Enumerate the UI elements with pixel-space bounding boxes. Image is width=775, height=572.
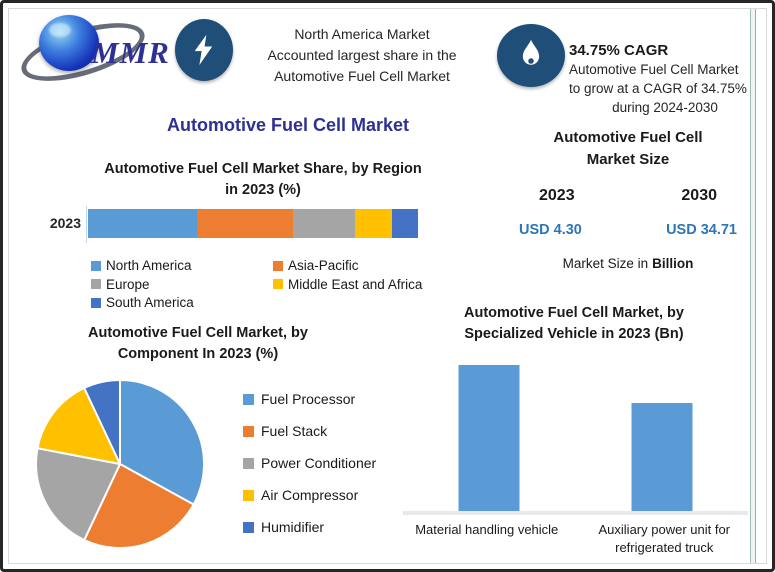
year-2030-label: 2030: [681, 187, 717, 204]
cagr-headline: 34.75% CAGR: [569, 42, 669, 59]
region-stacked-bar: [88, 209, 419, 238]
x-axis-label: Material handling vehicle: [415, 522, 559, 537]
lightning-icon: [194, 34, 213, 66]
stacked-bar-segment: [355, 209, 392, 238]
highlight-line: Automotive Fuel Cell Market: [274, 68, 450, 84]
region-legend: North America Asia-Pacific Europe Middle Ea…: [91, 258, 459, 310]
legend-label: Fuel Processor: [261, 391, 356, 407]
globe-logo-icon: [39, 15, 99, 71]
legend-item: Fuel Stack: [243, 423, 376, 439]
mmr-logo: MMR: [15, 11, 175, 93]
pie-slice: [35, 447, 122, 542]
legend-label: Asia-Pacific: [288, 258, 359, 273]
region-chart-title-line1: Automotive Fuel Cell Market Share, by Re…: [104, 161, 422, 177]
vehicle-chart-title-line1: Automotive Fuel Cell Market, by: [464, 305, 684, 321]
legend-item: Air Compressor: [243, 487, 376, 503]
vehicle-bar-chart: [403, 363, 748, 515]
bar-column: [403, 363, 576, 511]
logo-text: MMR: [91, 35, 170, 70]
component-chart-title-line1: Automotive Fuel Cell Market, by: [88, 325, 308, 341]
legend-marker: [91, 260, 101, 271]
pie-slice: [36, 386, 122, 466]
legend-item: South America: [91, 295, 269, 310]
legend-marker: [91, 279, 101, 289]
legend-label: Power Conditioner: [261, 455, 377, 471]
vehicle-chart-title-line2: Specialized Vehicle in 2023 (Bn): [464, 326, 684, 342]
component-pie-chart: [33, 377, 207, 551]
vehicle-x-axis-line: [403, 511, 748, 515]
flame-icon: [522, 39, 540, 65]
bar-column: [576, 363, 749, 511]
legend-label: South America: [106, 295, 194, 310]
legend-marker: [243, 457, 254, 469]
flame-badge: [497, 24, 565, 87]
legend-label: Middle East and Africa: [288, 276, 423, 292]
market-size-title: Automotive Fuel Cell Market Size: [503, 127, 753, 171]
legend-item: Power Conditioner: [243, 455, 376, 471]
legend-marker: [243, 393, 254, 405]
market-size-years: 2023 2030: [503, 187, 753, 205]
cagr-line: during 2024-2030: [612, 100, 718, 115]
lightning-badge: [175, 19, 233, 81]
legend-marker: [273, 279, 283, 289]
legend-item: Asia-Pacific: [273, 258, 459, 273]
legend-label: Air Compressor: [261, 487, 359, 503]
legend-item: Humidifier: [243, 519, 376, 535]
footnote-prefix: Market Size in: [562, 256, 649, 271]
legend-marker: [273, 260, 283, 271]
legend-label: Humidifier: [261, 519, 325, 535]
cagr-line: Automotive Fuel Cell Market: [569, 62, 739, 77]
highlight-line: Accounted largest share in the: [267, 47, 457, 63]
market-size-title-line2: Market Size: [586, 151, 670, 168]
cagr-line: to grow at a CAGR of 34.75%: [569, 81, 747, 96]
stacked-bar-segment: [88, 209, 197, 238]
region-chart-title-line2: in 2023 (%): [225, 182, 301, 198]
header-highlight-text: North America Market Accounted largest s…: [235, 24, 489, 87]
legend-marker: [91, 297, 101, 308]
legend-item: Fuel Processor: [243, 391, 376, 407]
pie-slice: [82, 462, 195, 550]
legend-marker: [243, 521, 254, 533]
cagr-text-block: 34.75% CAGR Automotive Fuel Cell Market …: [569, 41, 761, 117]
bar: [631, 403, 693, 511]
right-edge-accent-line: [750, 9, 756, 563]
stacked-bar-segment: [196, 209, 293, 238]
vehicle-bar-columns: [403, 363, 748, 511]
region-bar-category-label: 2023: [49, 215, 81, 231]
value-2023: USD 4.30: [519, 222, 582, 238]
component-legend: Fuel Processor Fuel Stack Power Conditione…: [243, 391, 376, 551]
legend-label: Fuel Stack: [261, 423, 328, 439]
x-axis-label: Auxiliary power unit for refrigerated tr…: [598, 522, 731, 555]
market-size-panel: Automotive Fuel Cell Market Size 2023 20…: [503, 127, 753, 271]
legend-marker: [243, 489, 254, 501]
vehicle-x-axis-labels: Material handling vehicle Auxiliary power…: [398, 521, 753, 557]
value-2030: USD 34.71: [666, 222, 737, 238]
legend-label: Europe: [106, 276, 150, 292]
pie-slice: [119, 378, 205, 506]
component-chart-title-line2: Component In 2023 (%): [117, 346, 279, 362]
vehicle-chart-title: Automotive Fuel Cell Market, by Speciali…: [411, 303, 737, 345]
pie-slice: [82, 378, 121, 465]
component-chart-title: Automotive Fuel Cell Market, by Componen…: [38, 323, 358, 365]
market-size-title-line1: Automotive Fuel Cell: [553, 129, 703, 146]
stacked-bar-segment: [292, 209, 356, 238]
footnote-bold: Billion: [652, 256, 694, 271]
legend-item: Middle East and Africa: [273, 277, 459, 292]
legend-marker: [243, 425, 254, 437]
legend-item: North America: [91, 258, 269, 273]
highlight-line: North America Market: [294, 26, 430, 42]
market-size-values: USD 4.30 USD 34.71: [503, 222, 753, 238]
year-2023-label: 2023: [539, 187, 575, 204]
legend-item: Europe: [91, 277, 269, 292]
region-chart-title: Automotive Fuel Cell Market Share, by Re…: [53, 159, 473, 201]
region-axis-line: [86, 206, 87, 243]
legend-label: North America: [106, 258, 192, 273]
market-size-footnote: Market Size in Billion: [503, 256, 753, 271]
stacked-bar-segment: [391, 209, 419, 238]
page-title: Automotive Fuel Cell Market: [166, 115, 410, 135]
bar: [458, 365, 520, 511]
